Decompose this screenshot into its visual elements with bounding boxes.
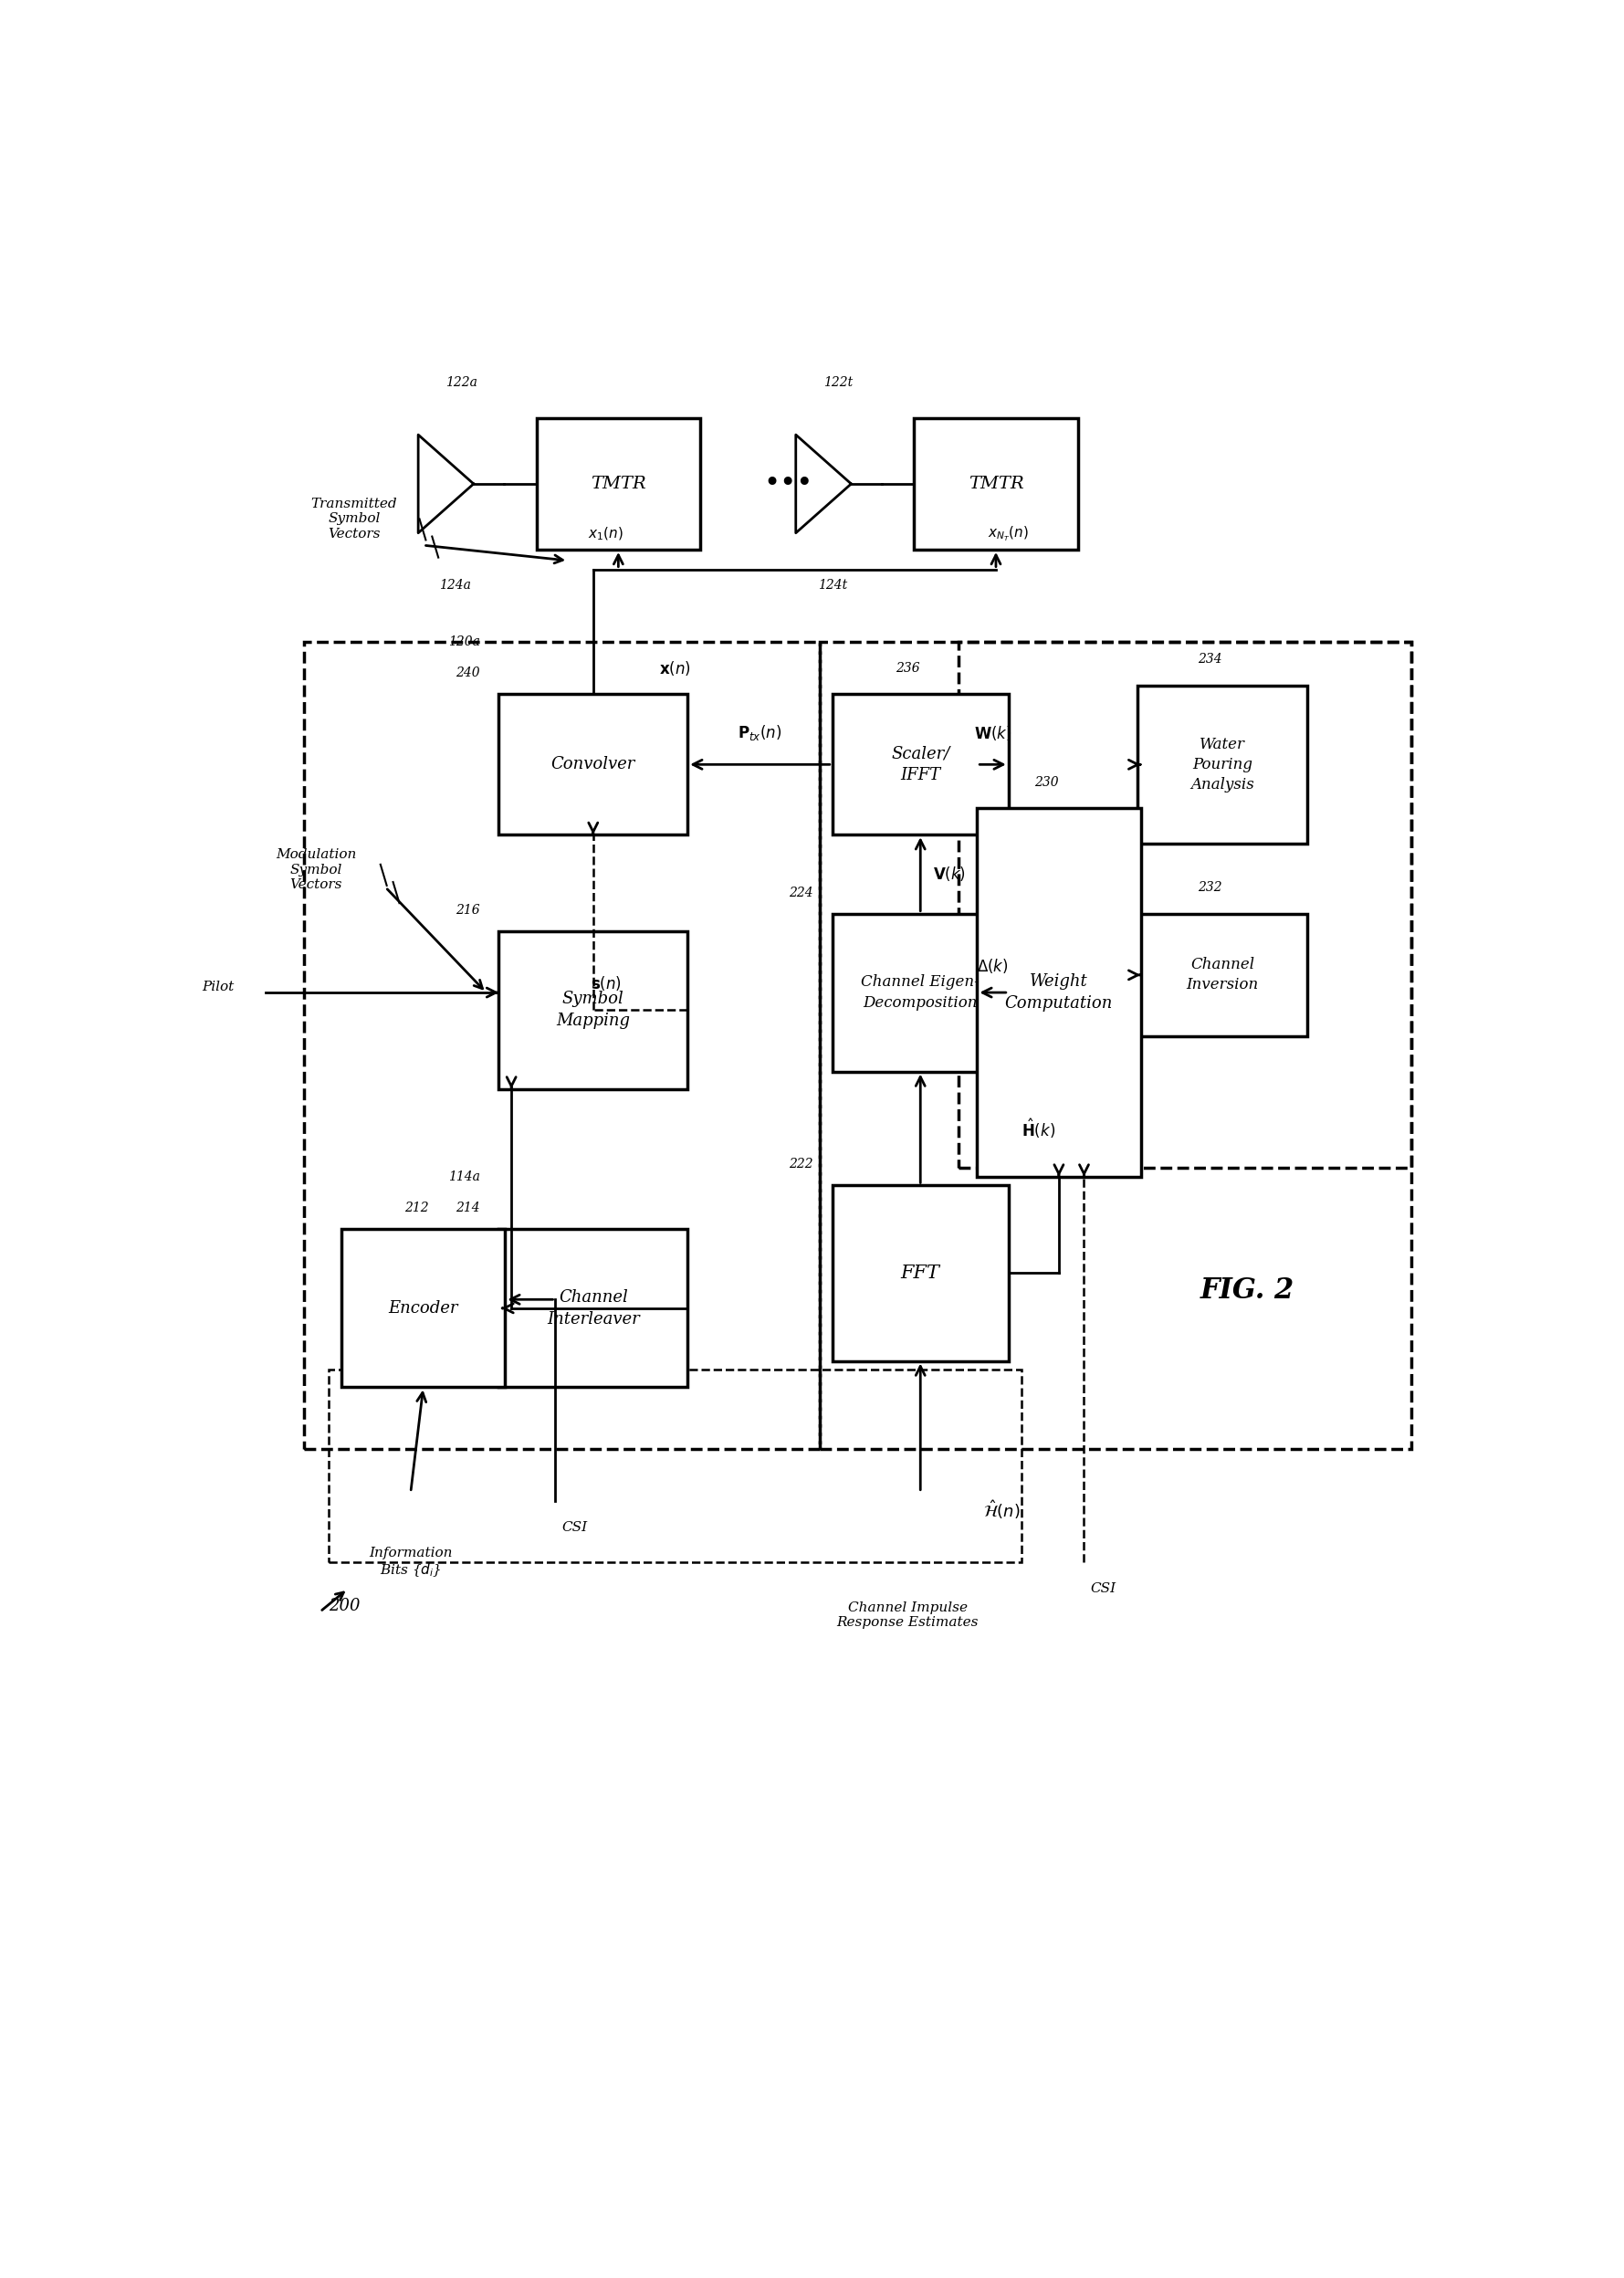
Text: Symbol
Mapping: Symbol Mapping [555, 991, 630, 1030]
Text: FIG. 2: FIG. 2 [1200, 1276, 1294, 1305]
Text: 224: 224 [789, 886, 814, 900]
Text: FFT: FFT [901, 1264, 940, 1283]
Text: 122a: 122a [445, 376, 477, 390]
Bar [328, 1369, 1021, 1563]
Text: CSI: CSI [1090, 1583, 1116, 1595]
Bar [831, 913, 1009, 1071]
Text: 232: 232 [1199, 882, 1221, 893]
Text: 214: 214 [456, 1203, 481, 1214]
Text: Transmitted
Symbol
Vectors: Transmitted Symbol Vectors [310, 499, 398, 540]
Text: Water
Pouring
Analysis: Water Pouring Analysis [1190, 736, 1254, 793]
Text: Information
Bits {$d_i$}: Information Bits {$d_i$} [369, 1547, 453, 1579]
Text: 230: 230 [1034, 775, 1059, 788]
Text: CSI: CSI [562, 1522, 588, 1533]
Text: Convolver: Convolver [551, 756, 635, 772]
Bar [499, 932, 687, 1089]
Text: Channel
Interleaver: Channel Interleaver [547, 1289, 640, 1328]
Text: •••: ••• [763, 472, 814, 497]
Text: Channel Eigen-
Decomposition: Channel Eigen- Decomposition [861, 975, 979, 1011]
Text: 222: 222 [789, 1157, 814, 1171]
Text: TMTR: TMTR [968, 476, 1023, 492]
Text: $\hat{\mathbf{H}}(k)$: $\hat{\mathbf{H}}(k)$ [1021, 1116, 1056, 1141]
Text: $x_{N_T}(n)$: $x_{N_T}(n)$ [987, 524, 1030, 544]
Bar [341, 1230, 505, 1387]
Text: Channel Impulse
Response Estimates: Channel Impulse Response Estimates [836, 1601, 979, 1629]
Text: 200: 200 [330, 1599, 361, 1615]
Text: $x_1(n)$: $x_1(n)$ [588, 526, 624, 542]
Text: $\mathbf{V}(k)$: $\mathbf{V}(k)$ [932, 866, 966, 884]
Bar [1137, 686, 1307, 843]
Text: 236: 236 [896, 661, 919, 674]
Bar [978, 809, 1140, 1178]
Text: 114a: 114a [448, 1171, 481, 1182]
Bar [536, 419, 700, 549]
Text: Modulation
Symbol
Vectors: Modulation Symbol Vectors [276, 850, 357, 891]
Text: $\Delta(k)$: $\Delta(k)$ [978, 957, 1009, 975]
Text: Pilot: Pilot [203, 982, 234, 993]
Text: 216: 216 [456, 904, 481, 916]
Text: Scaler/
IFFT: Scaler/ IFFT [892, 745, 950, 784]
Bar [831, 695, 1009, 834]
Bar [1137, 913, 1307, 1036]
Text: 124t: 124t [817, 579, 848, 592]
Text: Weight
Computation: Weight Computation [1005, 973, 1112, 1011]
Text: $\mathbf{s}(n)$: $\mathbf{s}(n)$ [590, 975, 622, 993]
Bar [914, 419, 1078, 549]
Text: 120a: 120a [448, 636, 481, 649]
Text: $\mathbf{P}_{tx}(n)$: $\mathbf{P}_{tx}(n)$ [737, 724, 783, 743]
Text: $\hat{\mathcal{H}}(n)$: $\hat{\mathcal{H}}(n)$ [984, 1499, 1020, 1522]
Text: 240: 240 [456, 667, 481, 679]
Text: TMTR: TMTR [591, 476, 646, 492]
Bar [499, 1230, 687, 1387]
Bar [958, 642, 1411, 1169]
Bar [304, 642, 820, 1449]
Bar [820, 642, 1411, 1449]
Text: 124a: 124a [438, 579, 471, 592]
Text: $\mathbf{x}(n)$: $\mathbf{x}(n)$ [659, 658, 690, 677]
Text: 234: 234 [1199, 654, 1221, 665]
Bar [499, 695, 687, 834]
Text: Encoder: Encoder [388, 1301, 458, 1317]
Text: $\mathbf{W}(k)$: $\mathbf{W}(k)$ [974, 724, 1012, 743]
Text: 212: 212 [404, 1203, 429, 1214]
Text: Channel
Inversion: Channel Inversion [1186, 957, 1259, 993]
Bar [831, 1185, 1009, 1360]
Text: 122t: 122t [823, 376, 853, 390]
